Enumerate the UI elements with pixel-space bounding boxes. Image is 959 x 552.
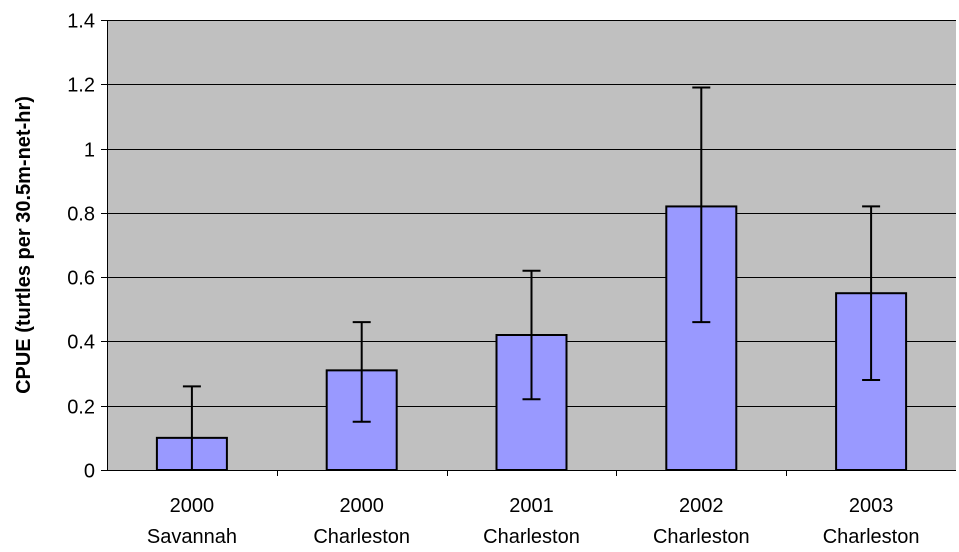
x-category-label: Charleston <box>483 526 580 548</box>
y-tick-labels: 0 0.2 0.4 0.6 0.8 1 1.2 1.4 <box>67 11 95 483</box>
x-category-label: Savannah <box>147 526 237 548</box>
y-tick-label: 0 <box>84 461 95 483</box>
x-category-label: Charleston <box>653 526 750 548</box>
y-tick-label: 0.6 <box>67 268 95 290</box>
y-tick-label: 0.4 <box>67 332 95 354</box>
x-category-label: 2001 <box>509 495 554 517</box>
y-axis-title: CPUE (turtles per 30.5m-net-hr) <box>13 96 35 394</box>
y-tick-label: 1.2 <box>67 75 95 97</box>
x-category-label: 2000 <box>170 495 215 517</box>
y-tick-label: 1 <box>84 140 95 162</box>
x-category-label: Charleston <box>823 526 920 548</box>
y-tick-label: 0.8 <box>67 204 95 226</box>
x-category-label: 2000 <box>339 495 384 517</box>
x-category-label: 2003 <box>849 495 894 517</box>
x-category-labels: 2000 Savannah 2000 Charleston 2001 Charleston… <box>147 495 920 548</box>
axes <box>101 20 956 476</box>
error-bars <box>182 86 881 470</box>
y-tick-label: 1.4 <box>67 11 95 33</box>
y-tick-label: 0.2 <box>67 397 95 419</box>
x-category-label: Charleston <box>313 526 410 548</box>
x-category-label: 2002 <box>679 495 724 517</box>
